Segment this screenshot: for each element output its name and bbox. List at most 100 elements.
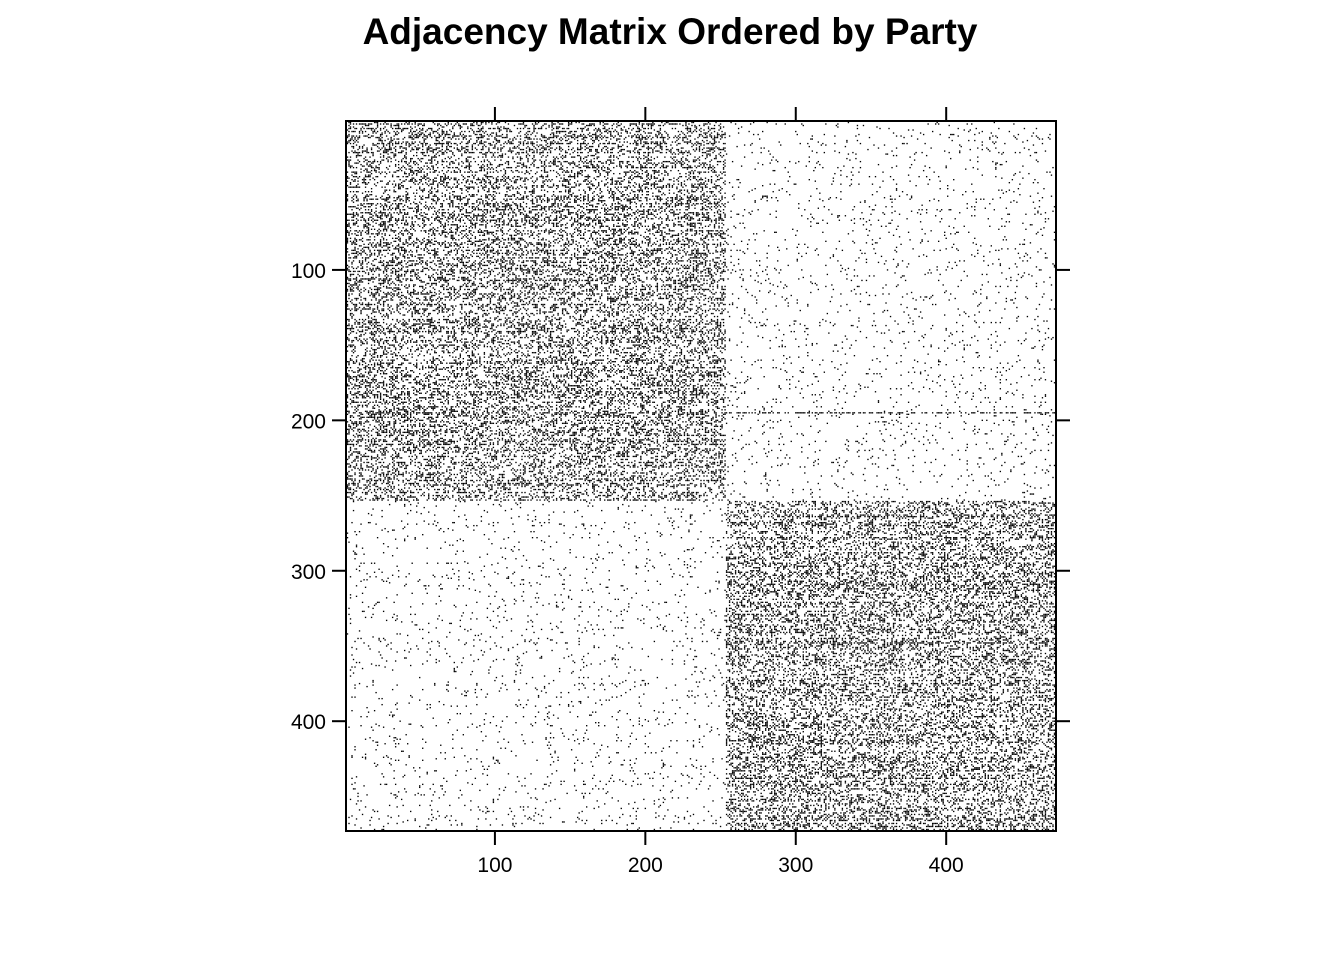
matrix-cell: [589, 187, 590, 188]
matrix-cell: [673, 184, 674, 185]
matrix-cell: [729, 135, 730, 136]
matrix-cell: [594, 191, 595, 192]
matrix-cell: [457, 167, 458, 168]
matrix-cell: [396, 176, 397, 177]
matrix-cell: [533, 185, 534, 186]
matrix-cell: [575, 131, 576, 132]
matrix-cell: [526, 155, 527, 156]
matrix-cell: [437, 167, 438, 168]
matrix-cell: [487, 159, 488, 160]
matrix-cell: [585, 180, 586, 181]
matrix-cell: [386, 173, 387, 174]
matrix-cell: [625, 173, 626, 174]
matrix-cell: [421, 134, 422, 135]
matrix-cell: [412, 137, 413, 138]
matrix-cell: [431, 129, 432, 130]
matrix-cell: [738, 179, 739, 180]
matrix-cell: [464, 131, 465, 132]
matrix-cell: [365, 184, 366, 185]
matrix-cell: [393, 190, 394, 191]
matrix-cell: [448, 122, 449, 123]
matrix-cell: [421, 158, 422, 159]
matrix-cell: [532, 187, 533, 188]
matrix-cell: [610, 170, 611, 171]
matrix-cell: [565, 191, 566, 192]
matrix-cell: [658, 132, 659, 133]
matrix-cell: [395, 149, 396, 150]
matrix-cell: [368, 137, 369, 138]
matrix-cell: [750, 123, 751, 124]
matrix-cell: [603, 143, 604, 144]
matrix-cell: [560, 147, 561, 148]
matrix-cell: [482, 147, 483, 148]
matrix-cell: [699, 173, 700, 174]
matrix-cell: [404, 155, 405, 156]
matrix-cell: [723, 167, 724, 168]
matrix-cell: [484, 184, 485, 185]
matrix-cell: [479, 179, 480, 180]
matrix-cell: [436, 153, 437, 154]
matrix-cell: [499, 165, 500, 166]
matrix-cell: [553, 161, 554, 162]
matrix-cell: [610, 132, 611, 133]
matrix-cell: [657, 171, 658, 172]
matrix-cell: [736, 146, 737, 147]
matrix-cell: [526, 188, 527, 189]
matrix-cell: [1019, 194, 1020, 195]
matrix-cell: [478, 144, 479, 145]
matrix-cell: [779, 190, 780, 191]
matrix-cell: [448, 141, 449, 142]
matrix-cell: [681, 185, 682, 186]
matrix-cell: [724, 143, 725, 144]
matrix-cell: [684, 134, 685, 135]
matrix-cell: [565, 131, 566, 132]
matrix-cell: [571, 156, 572, 157]
matrix-cell: [619, 135, 620, 136]
matrix-cell: [702, 167, 703, 168]
matrix-cell: [557, 187, 558, 188]
matrix-cell: [359, 152, 360, 153]
matrix-cell: [430, 171, 431, 172]
matrix-cell: [618, 146, 619, 147]
matrix-cell: [591, 161, 592, 162]
matrix-cell: [825, 123, 826, 124]
matrix-cell: [732, 187, 733, 188]
matrix-cell: [660, 137, 661, 138]
matrix-cell: [458, 196, 459, 197]
matrix-cell: [597, 149, 598, 150]
matrix-cell: [822, 167, 823, 168]
matrix-cell: [636, 176, 637, 177]
matrix-cell: [405, 196, 406, 197]
matrix-cell: [598, 156, 599, 157]
matrix-cell: [452, 137, 453, 138]
matrix-cell: [625, 190, 626, 191]
matrix-cell: [1018, 188, 1019, 189]
matrix-cell: [378, 138, 379, 139]
matrix-cell: [732, 161, 733, 162]
matrix-cell: [679, 134, 680, 135]
matrix-cell: [718, 149, 719, 150]
matrix-cell: [651, 128, 652, 129]
matrix-cell: [723, 171, 724, 172]
matrix-cell: [669, 161, 670, 162]
matrix-cell: [691, 185, 692, 186]
matrix-cell: [416, 162, 417, 163]
matrix-cell: [353, 152, 354, 153]
matrix-cell: [788, 171, 789, 172]
matrix-cell: [437, 143, 438, 144]
matrix-cell: [350, 140, 351, 141]
matrix-cell: [545, 144, 546, 145]
matrix-cell: [606, 184, 607, 185]
matrix-cell: [691, 170, 692, 171]
matrix-cell: [714, 170, 715, 171]
matrix-cell: [412, 143, 413, 144]
matrix-cell: [485, 174, 486, 175]
matrix-cell: [572, 156, 573, 157]
matrix-cell: [445, 194, 446, 195]
matrix-cell: [481, 149, 482, 150]
matrix-cell: [681, 176, 682, 177]
matrix-cell: [560, 196, 561, 197]
matrix-cell: [696, 144, 697, 145]
matrix-cell: [375, 122, 376, 123]
matrix-cell: [354, 176, 355, 177]
